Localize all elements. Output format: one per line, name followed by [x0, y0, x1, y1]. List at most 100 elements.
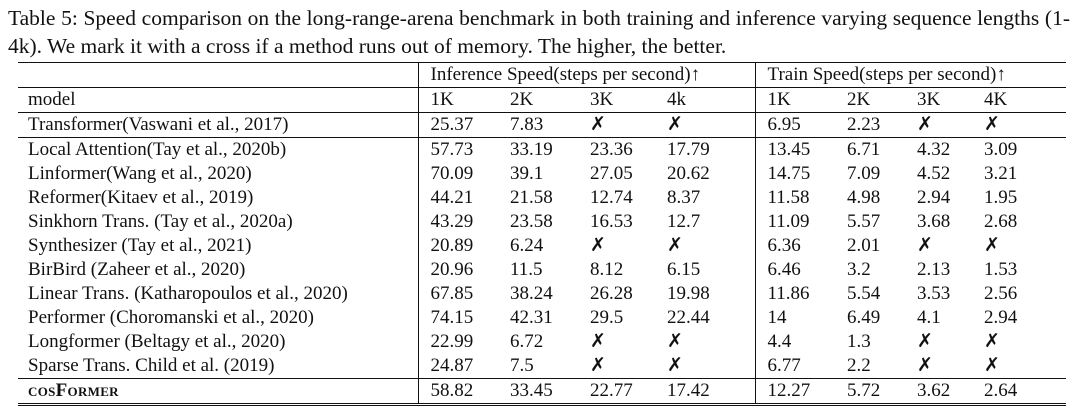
speed-value: 20.96 — [430, 259, 474, 280]
table-row: Reformer(Kitaev et al., 2019) 44.21 21.58 1… — [18, 186, 1066, 210]
speed-value: 2.94 — [984, 307, 1018, 328]
column-header: 1K — [418, 87, 498, 113]
column-header: 4K — [972, 87, 1067, 113]
speed-value: 3.09 — [972, 137, 1067, 162]
speed-value: 3.2 — [847, 259, 871, 280]
speed-value: 12.27 — [755, 378, 836, 405]
table-row: Linear Trans. (Katharopoulos et al., 202… — [18, 282, 1066, 306]
speed-value: 3.53 — [917, 283, 951, 304]
model-name: Linear Trans. (Katharopoulos et al., 202… — [18, 282, 419, 306]
speed-value: ✗ — [655, 234, 756, 258]
speed-value: 3.68 — [917, 211, 951, 232]
speed-value: ✗ — [590, 355, 606, 376]
speed-value: 20.62 — [655, 162, 756, 186]
model-name: Sinkhorn Trans. (Tay et al., 2020a) — [18, 210, 419, 234]
speed-value: 21.58 — [510, 187, 553, 208]
speed-value: 11.58 — [767, 187, 810, 208]
speed-value: ✗ — [590, 331, 606, 352]
speed-value: 2.64 — [972, 378, 1067, 405]
table-body: Inference Speed(steps per second)↑ Train … — [18, 62, 1067, 405]
speed-value: ✗ — [972, 112, 1067, 138]
speed-value: 20.89 — [430, 235, 474, 256]
speed-value: 7.5 — [510, 355, 534, 376]
speed-value: 6.72 — [510, 331, 544, 352]
table-row: Linformer(Wang et al., 2020) 70.09 39.1 27.… — [18, 162, 1066, 186]
speed-value: 2.2 — [847, 355, 871, 376]
speed-value: 17.79 — [655, 137, 756, 162]
speed-value: ✗ — [590, 235, 606, 256]
speed-value: 11.5 — [510, 259, 543, 280]
speed-value: 12.7 — [655, 210, 756, 234]
speed-value: 29.5 — [590, 307, 624, 328]
speed-value: 16.53 — [590, 211, 633, 232]
header-group: Train Speed(steps per second)↑ — [767, 64, 1006, 85]
speed-value: 38.24 — [510, 283, 553, 304]
column-header: 2K — [835, 87, 906, 113]
speed-value: 6.77 — [767, 355, 801, 376]
header-group-row: Inference Speed(steps per second)↑ Train … — [18, 62, 1066, 88]
speed-value: 24.87 — [430, 355, 474, 376]
model-name: Reformer(Kitaev et al., 2019) — [18, 186, 419, 210]
speed-value: 5.54 — [847, 283, 881, 304]
column-header: 2K — [498, 87, 578, 113]
speed-value: 44.21 — [430, 187, 474, 208]
speed-value: 22.77 — [578, 378, 655, 405]
speed-value: 6.95 — [755, 112, 836, 138]
speed-value: 14 — [767, 307, 787, 328]
blank-cell — [18, 62, 419, 88]
speed-value: 74.15 — [430, 307, 474, 328]
speed-value: 1.95 — [984, 187, 1018, 208]
table-row: Sparse Trans. Child et al. (2019) 24.87 7.… — [18, 354, 1066, 379]
speed-value: 3.21 — [984, 163, 1018, 184]
speed-value: 23.36 — [578, 137, 655, 162]
speed-value: 11.09 — [767, 211, 810, 232]
speed-value: 11.86 — [767, 283, 810, 304]
speed-value: ✗ — [655, 354, 756, 379]
speed-value: 39.1 — [510, 163, 544, 184]
column-header: 3K — [905, 87, 973, 113]
speed-value: 42.31 — [510, 307, 553, 328]
speed-value: 4.98 — [847, 187, 881, 208]
speed-value: 7.09 — [847, 163, 881, 184]
header-row: model 1K 2K 3K 4k 1K 2K 3K 4K — [18, 87, 1067, 113]
speed-value: 4.32 — [905, 137, 973, 162]
table-row: Transformer(Vaswani et al., 2017) 25.37 7.… — [18, 112, 1067, 138]
speed-value: 1.53 — [984, 259, 1018, 280]
model-name: Longformer (Beltagy et al., 2020) — [18, 330, 419, 354]
speed-value: 2.68 — [984, 211, 1018, 232]
speed-value: 67.85 — [430, 283, 474, 304]
speed-value: ✗ — [655, 330, 756, 354]
speed-value: 4.52 — [917, 163, 951, 184]
speed-value: 2.01 — [847, 235, 881, 256]
table-row: Performer (Choromanski et al., 2020) 74.1… — [18, 306, 1066, 330]
model-name: cosFormer — [18, 378, 419, 405]
model-name: Linformer(Wang et al., 2020) — [18, 162, 419, 186]
speed-value: ✗ — [917, 235, 933, 256]
speed-value: 6.46 — [767, 259, 801, 280]
speed-value: ✗ — [984, 355, 1000, 376]
speed-value: 4.1 — [917, 307, 941, 328]
speed-value: 17.42 — [655, 378, 756, 405]
speed-value: ✗ — [655, 112, 756, 138]
speed-table: Inference Speed(steps per second)↑ Train … — [18, 62, 1067, 406]
speed-value: 22.44 — [655, 306, 756, 330]
speed-value: 27.05 — [590, 163, 633, 184]
model-name: Local Attention(Tay et al., 2020b) — [18, 137, 419, 162]
speed-value: 25.37 — [418, 112, 498, 138]
column-header: 1K — [755, 87, 836, 113]
speed-value: 5.57 — [847, 211, 881, 232]
speed-value: 2.56 — [984, 283, 1018, 304]
speed-value: 58.82 — [418, 378, 498, 405]
model-name: Sparse Trans. Child et al. (2019) — [18, 354, 419, 379]
speed-value: 6.71 — [835, 137, 906, 162]
speed-value: 7.83 — [498, 112, 578, 138]
speed-value: ✗ — [917, 355, 933, 376]
speed-value: 33.45 — [498, 378, 578, 405]
model-name: Transformer(Vaswani et al., 2017) — [18, 112, 419, 138]
table-row: Synthesizer (Tay et al., 2021) 20.89 6.24 ✗… — [18, 234, 1066, 258]
model-name: BirBird (Zaheer et al., 2020) — [18, 258, 419, 282]
table-row: Local Attention(Tay et al., 2020b) 57.73 3… — [18, 137, 1067, 162]
speed-value: 5.72 — [835, 378, 906, 405]
column-header: model — [18, 87, 419, 113]
